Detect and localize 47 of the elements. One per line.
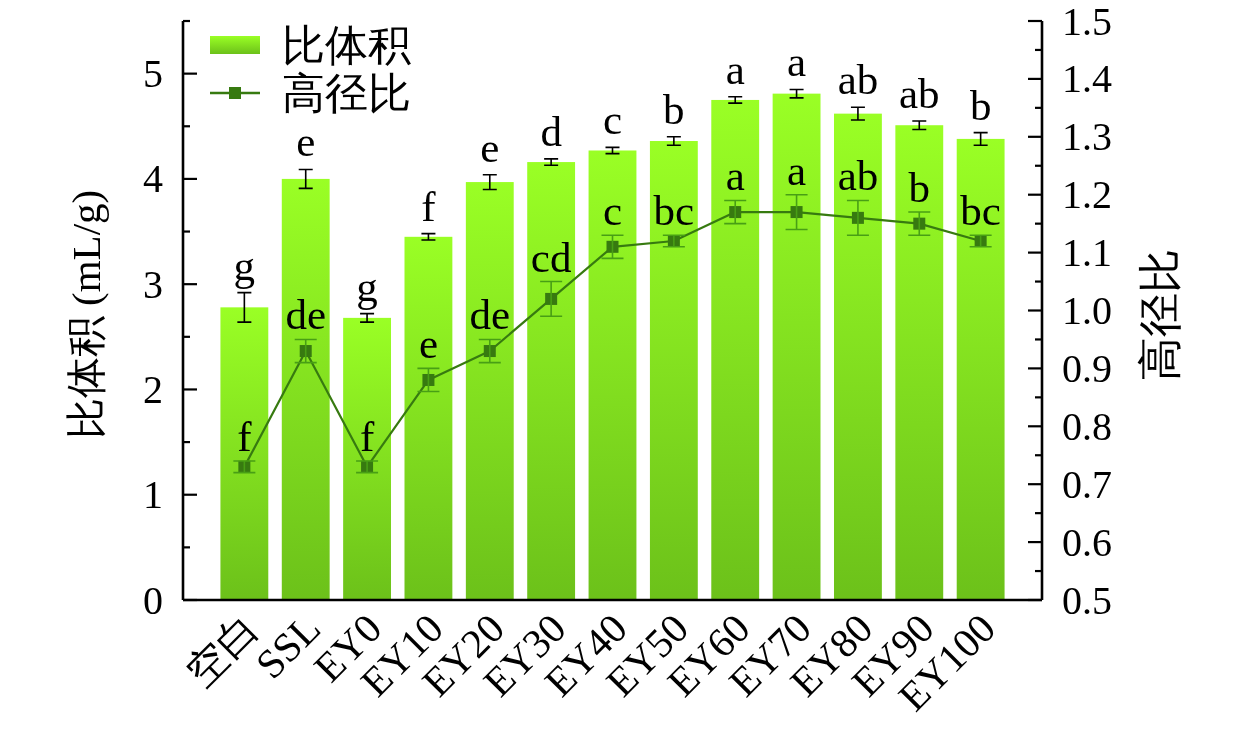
axis-title: 高径比 (1135, 248, 1185, 381)
tick-label: 1.4 (1062, 56, 1112, 102)
value-label: d (540, 107, 562, 155)
value-label: c (602, 187, 623, 235)
value-label: a (787, 146, 807, 194)
legend-label: 高径比 (282, 69, 411, 117)
value-label: g (233, 241, 256, 289)
value-label: ab (837, 152, 879, 200)
value-label: b (908, 164, 931, 212)
tick-label: 3 (143, 261, 163, 307)
value-label: de (469, 291, 511, 339)
value-label: cd (530, 233, 572, 281)
value-label: a (787, 38, 807, 86)
value-label: b (969, 81, 992, 129)
value-label: e (480, 123, 500, 171)
axis-title: 比体积 (mL/g) (63, 189, 109, 440)
value-label: bc (653, 187, 695, 234)
value-label: g (356, 262, 378, 310)
value-label: bc (960, 187, 1001, 234)
tick-label: 0.8 (1062, 403, 1112, 449)
tick-label: 1.0 (1062, 288, 1112, 333)
tick-label: 1.1 (1062, 230, 1112, 276)
value-label: a (725, 152, 745, 200)
tick-label: 1.2 (1062, 172, 1112, 218)
tick-label: 2 (143, 366, 163, 412)
tick-label: 0 (143, 577, 163, 623)
tick-label: 4 (143, 156, 163, 202)
tick-label: 5 (143, 51, 163, 97)
value-label: a (725, 45, 745, 93)
tick-label: 1.5 (1062, 0, 1112, 44)
tick-label: 0.9 (1062, 345, 1112, 391)
value-label: f (359, 412, 375, 460)
tick-label: 1.3 (1062, 114, 1112, 160)
legend-label: 比体积 (282, 21, 411, 69)
value-label: ab (837, 56, 879, 104)
value-label: de (285, 291, 326, 339)
value-label: c (602, 96, 623, 144)
tick-label: 0.5 (1062, 577, 1112, 623)
value-label: e (296, 118, 316, 166)
tick-label: 0.7 (1062, 461, 1112, 507)
value-label: e (418, 320, 438, 368)
value-label: f (421, 182, 436, 230)
value-label: f (237, 412, 252, 460)
tick-label: 0.6 (1062, 519, 1112, 565)
value-label: ab (899, 70, 940, 117)
value-label: b (663, 85, 685, 133)
tick-label: 1 (143, 472, 163, 518)
